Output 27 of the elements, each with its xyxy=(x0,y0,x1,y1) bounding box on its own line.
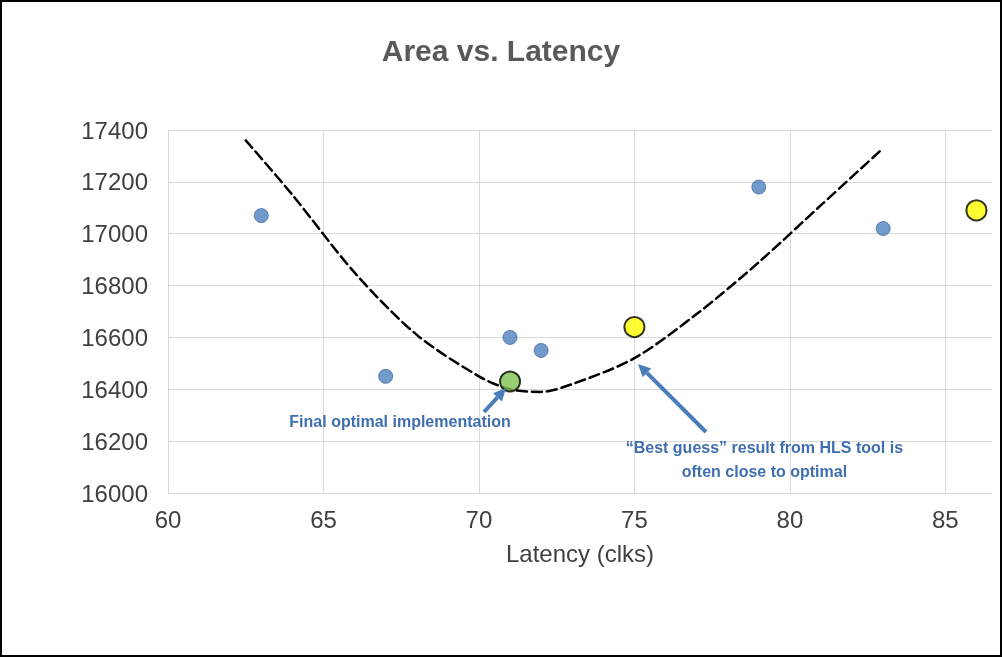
y-tick-label: 16800 xyxy=(81,272,148,300)
point xyxy=(965,199,988,222)
y-tick-label: 17400 xyxy=(81,116,148,144)
x-tick-label: 60 xyxy=(154,505,182,533)
point xyxy=(533,343,549,358)
point xyxy=(499,370,522,393)
point xyxy=(875,221,891,236)
y-tick-label: 16600 xyxy=(81,323,148,351)
x-tick-label: 70 xyxy=(465,505,493,533)
x-axis-title: Latency (clks) xyxy=(505,539,655,567)
annotation: Final optimal implementation xyxy=(288,411,512,432)
point xyxy=(502,330,518,345)
y-tick-label: 16200 xyxy=(81,427,148,455)
y-tick-label: 16000 xyxy=(81,479,148,507)
y-tick-label: 16400 xyxy=(81,375,148,403)
x-tick-label: 65 xyxy=(310,505,337,533)
annotation: “Best guess” result from HLS tool is often close to optimal xyxy=(624,438,905,483)
point xyxy=(623,316,646,339)
x-tick-label: 75 xyxy=(621,505,648,533)
x-tick-label: 80 xyxy=(776,505,804,533)
point xyxy=(378,368,394,384)
y-tick-label: 17000 xyxy=(81,220,148,248)
x-tick-label: 85 xyxy=(932,505,959,533)
point xyxy=(751,179,767,195)
chart-title: Area vs. Latency xyxy=(381,33,621,67)
point xyxy=(253,208,269,223)
y-tick-label: 17200 xyxy=(81,168,148,196)
